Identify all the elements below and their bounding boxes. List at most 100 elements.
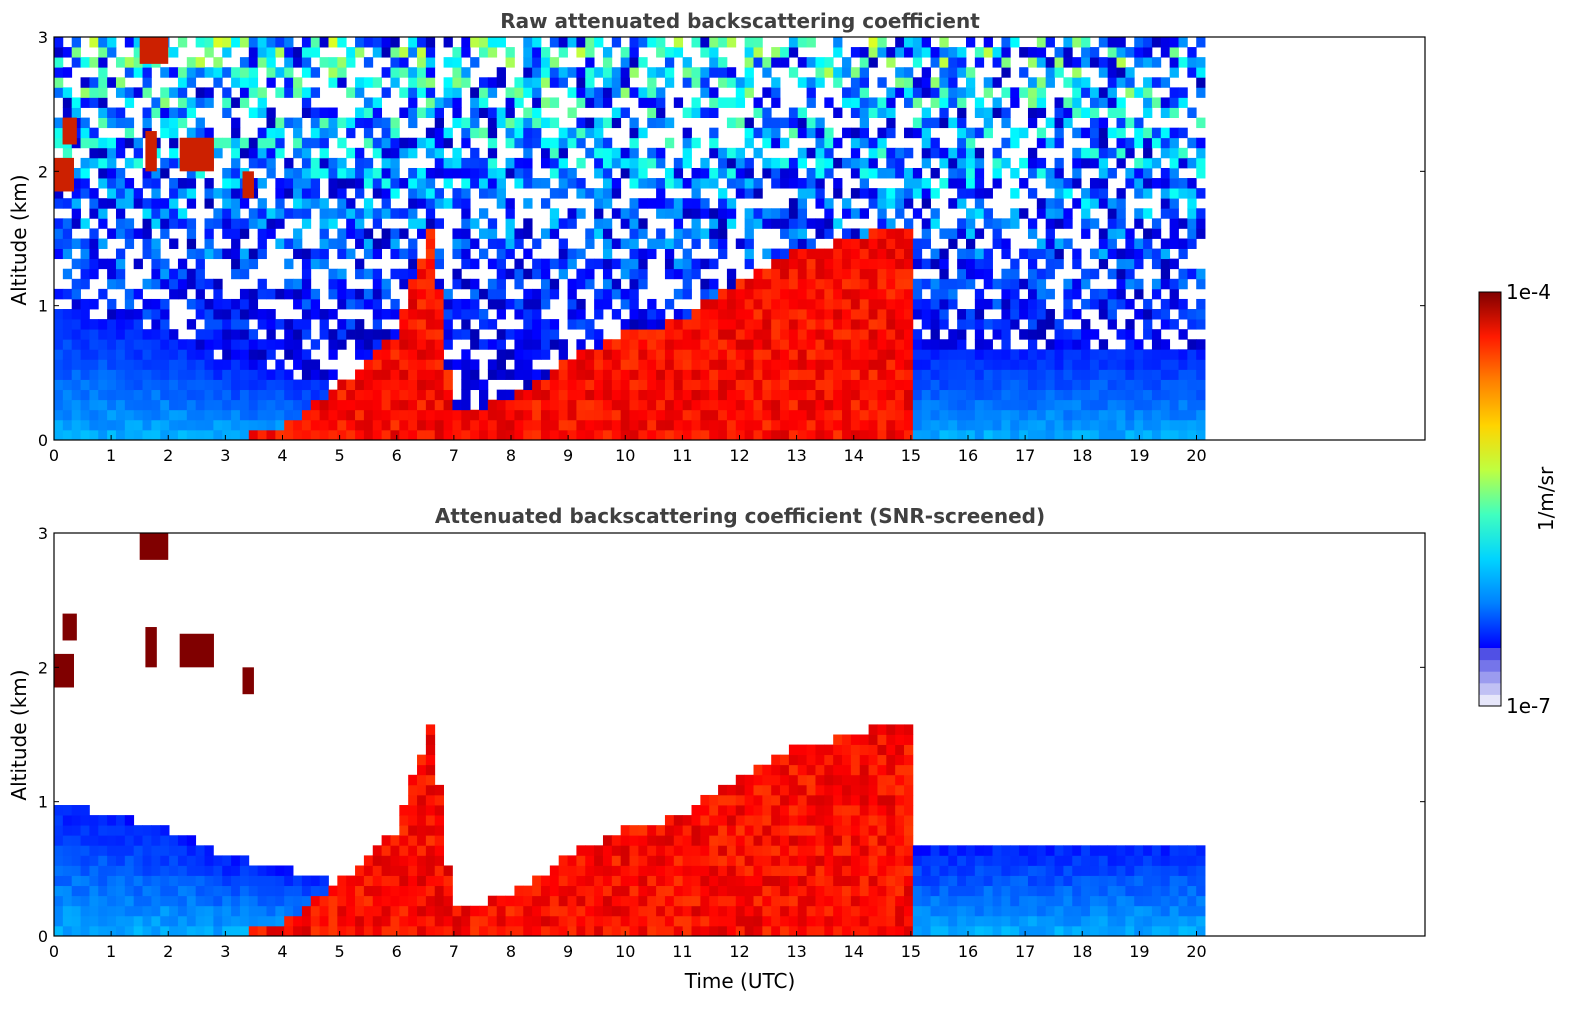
cloud-layer [179, 137, 214, 172]
heatmap-cell [594, 188, 604, 199]
heatmap-cell [850, 379, 861, 391]
heatmap-cell [771, 248, 781, 260]
heatmap-cell [532, 127, 542, 139]
heatmap-cell [620, 218, 630, 229]
heatmap-cell [319, 258, 329, 270]
heatmap-cell [691, 67, 701, 78]
heatmap-cell [532, 429, 542, 441]
heatmap-cell [744, 875, 754, 887]
heatmap-cell [1054, 208, 1064, 219]
heatmap-cell [700, 178, 710, 189]
heatmap-cell [514, 925, 524, 937]
heatmap-cell [780, 157, 790, 169]
heatmap-cell [647, 198, 657, 209]
heatmap-cell [780, 137, 790, 149]
heatmap-cell [558, 218, 568, 229]
heatmap-cell [1027, 349, 1038, 360]
heatmap-cell [124, 339, 135, 350]
heatmap-cell [833, 875, 843, 887]
heatmap-cell [948, 157, 958, 169]
heatmap-cell [611, 885, 622, 897]
heatmap-cell [479, 389, 489, 401]
heatmap-cell [629, 228, 639, 239]
heatmap-cell [381, 309, 391, 320]
heatmap-cell [859, 87, 869, 98]
heatmap-cell [417, 37, 427, 48]
heatmap-cell [753, 359, 763, 370]
heatmap-cell [425, 349, 436, 360]
heatmap-cell [762, 389, 772, 401]
heatmap-cell [788, 389, 799, 401]
heatmap-cell [337, 905, 347, 917]
heatmap-cell [576, 399, 586, 411]
heatmap-cell [523, 885, 533, 897]
heatmap-cell [169, 278, 179, 290]
heatmap-cell [1036, 107, 1047, 118]
heatmap-cell [169, 198, 179, 209]
heatmap-cell [797, 329, 808, 340]
heatmap-cell [611, 875, 622, 887]
heatmap-cell [1045, 77, 1055, 88]
heatmap-cell [780, 57, 790, 68]
heatmap-cell [301, 329, 312, 340]
heatmap-cell [1045, 309, 1055, 320]
heatmap-cell [629, 288, 639, 300]
heatmap-cell [160, 885, 170, 897]
heatmap-cell [930, 298, 940, 310]
heatmap-cell [434, 319, 444, 330]
heatmap-cell [363, 57, 374, 68]
heatmap-cell [470, 359, 480, 370]
heatmap-cell [107, 885, 117, 897]
heatmap-cell [780, 875, 790, 887]
heatmap-cell [656, 825, 666, 836]
heatmap-cell [1151, 157, 1162, 169]
heatmap-cell [301, 875, 312, 887]
heatmap-cell [62, 198, 73, 209]
heatmap-cell [850, 319, 861, 330]
heatmap-cell [735, 399, 746, 411]
heatmap-cell [169, 915, 179, 927]
heatmap-cell [479, 208, 489, 219]
heatmap-cell [656, 147, 666, 159]
heatmap-cell [1143, 369, 1153, 380]
heatmap-cell [939, 359, 949, 370]
heatmap-cell [169, 107, 179, 118]
heatmap-cell [1125, 399, 1135, 411]
heatmap-cell [124, 57, 135, 68]
x-tick-label: 10 [615, 446, 635, 465]
heatmap-cell [638, 198, 648, 209]
heatmap-cell [647, 409, 657, 421]
heatmap-cell [638, 268, 648, 280]
heatmap-cell [523, 117, 533, 129]
heatmap-cell [656, 37, 666, 48]
heatmap-cell [275, 198, 285, 209]
heatmap-cell [726, 409, 737, 421]
heatmap-cell [1019, 429, 1029, 441]
heatmap-cell [142, 228, 152, 239]
heatmap-cell [169, 359, 179, 370]
heatmap-cell [806, 178, 816, 189]
heatmap-cell [602, 198, 613, 209]
heatmap-cell [1001, 157, 1011, 169]
heatmap-cell [443, 429, 453, 441]
heatmap-cell [735, 157, 746, 169]
heatmap-cell [390, 127, 400, 139]
heatmap-cell [788, 309, 799, 320]
heatmap-cell [142, 107, 152, 118]
heatmap-cell [850, 835, 861, 846]
heatmap-cell [275, 188, 285, 199]
heatmap-cell [222, 37, 232, 48]
heatmap-cell [1001, 419, 1011, 431]
heatmap-cell [71, 309, 81, 320]
heatmap-cell [523, 925, 533, 937]
heatmap-cell [850, 419, 861, 431]
heatmap-cell [709, 107, 719, 118]
heatmap-cell [877, 107, 887, 118]
heatmap-cell [248, 147, 259, 159]
heatmap-cell [443, 359, 453, 370]
heatmap-cell [691, 178, 701, 189]
heatmap-cell [850, 258, 861, 270]
heatmap-cell [363, 865, 374, 876]
heatmap-cell [257, 905, 267, 917]
heatmap-cell [966, 208, 976, 219]
